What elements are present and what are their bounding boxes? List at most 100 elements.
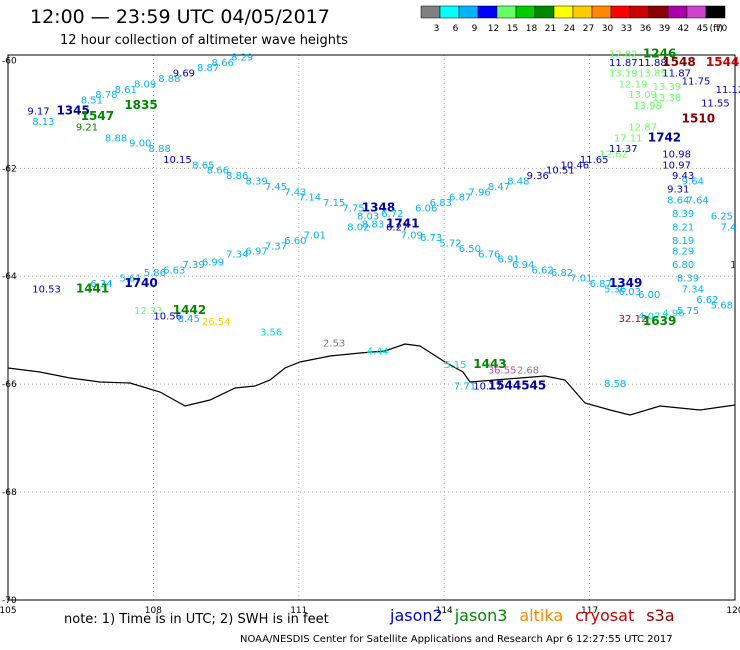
wave-height-value: 10.97 xyxy=(662,160,691,171)
wave-height-value: 3.56 xyxy=(260,328,282,339)
wave-height-value: 9.21 xyxy=(76,123,98,134)
legend-label: 18 xyxy=(526,24,538,34)
wave-height-value: 13.39 xyxy=(653,82,682,93)
wave-height-value: 6.73 xyxy=(420,233,442,244)
wave-height-value: 8.87 xyxy=(197,63,219,74)
wave-height-value: 10.46 xyxy=(561,160,590,171)
lat-tick-label: -62 xyxy=(2,164,17,174)
wave-height-value: 7.01 xyxy=(304,230,326,241)
coastline-path xyxy=(7,343,736,416)
pass-time-label: 1547 xyxy=(81,109,114,123)
wave-height-value: 7.39 xyxy=(182,260,204,271)
legend-label: 24 xyxy=(564,24,576,34)
wave-height-value: 7.96 xyxy=(468,187,490,198)
wave-height-value: 9.36 xyxy=(527,171,549,182)
lon-tick-label: 117 xyxy=(581,606,598,616)
legend-label: 12 xyxy=(488,24,499,34)
wave-height-value: 2.53 xyxy=(323,338,345,349)
map-title: 12:00 — 23:59 UTC 04/05/2017 xyxy=(30,6,330,28)
wave-height-value: 6.97 xyxy=(245,247,267,258)
wave-height-value: 1 xyxy=(730,260,736,271)
legend-label: 3 xyxy=(434,24,440,34)
wave-height-value: 8.86 xyxy=(226,171,248,182)
wave-height-value: 6.06 xyxy=(415,203,437,214)
footer-credit: NOAA/NESDIS Center for Satellite Applica… xyxy=(240,634,673,645)
wave-height-value: 17.11 xyxy=(614,133,643,144)
wave-height-value: 8.09 xyxy=(134,79,156,90)
wave-height-value: 6.87 xyxy=(449,193,471,204)
wave-height-value: 7.43 xyxy=(284,187,306,198)
legend-label: 36 xyxy=(640,24,652,34)
wave-height-value: 8.64 xyxy=(667,195,689,206)
wave-height-value: 7.14 xyxy=(299,193,321,204)
wave-height-value: 36.55 xyxy=(488,365,517,376)
wave-height-value: 7.09 xyxy=(401,230,423,241)
lon-tick-label: 111 xyxy=(290,606,307,616)
wave-height-value: 6.63 xyxy=(163,266,185,277)
lon-tick-label: 120 xyxy=(726,606,740,616)
wave-height-value: 10.98 xyxy=(662,150,691,161)
lat-tick-label: -68 xyxy=(2,488,17,498)
wave-height-value: 8.29 xyxy=(231,52,253,63)
wave-height-value: 12.87 xyxy=(628,123,657,134)
wave-height-value: 6.87 xyxy=(590,279,612,290)
lon-tick-label: 108 xyxy=(145,606,162,616)
wave-height-value: 6.91 xyxy=(498,255,520,266)
wave-height-value: 13.38 xyxy=(653,93,682,104)
wave-height-value: 10.51 xyxy=(546,166,575,177)
wave-height-value: 6.27 xyxy=(386,222,408,233)
wave-height-value: 7.34 xyxy=(682,284,704,295)
wave-height-value: 8.48 xyxy=(507,177,529,188)
legend-label: 70 xyxy=(716,24,728,34)
wave-height-value: 8.51 xyxy=(81,96,103,107)
wave-height-value: 4.44 xyxy=(367,346,389,357)
wave-height-value: 11.75 xyxy=(682,77,711,88)
pass-time-label: 1544545 xyxy=(488,379,546,393)
wave-height-value: 6.00 xyxy=(638,290,660,301)
lat-tick-label: -66 xyxy=(2,380,17,390)
wave-height-value: 6.99 xyxy=(202,257,224,268)
wave-height-value: 5.86 xyxy=(144,268,166,279)
lat-tick-label: -64 xyxy=(2,272,17,282)
legend-label: 15 xyxy=(507,24,518,34)
wave-height-value: 8.03 xyxy=(357,212,379,223)
wave-height-value: 8.66 xyxy=(207,166,229,177)
wave-height-value: 7.34 xyxy=(226,249,248,260)
wave-height-value: 12.62 xyxy=(599,150,628,161)
wave-height-value: 26.54 xyxy=(202,317,231,328)
wave-height-value: 11.88 xyxy=(638,58,667,69)
satellite-altika: altika xyxy=(519,606,564,625)
pass-time-label: 1443 xyxy=(473,357,506,371)
satellite-key: jason2 jason3 altika cryosat s3a xyxy=(390,606,687,625)
legend-label: 27 xyxy=(583,24,594,34)
wave-height-value: 12.82 xyxy=(609,50,638,61)
wave-height-value: 7.71 xyxy=(454,382,476,393)
legend-swatch xyxy=(705,5,726,19)
wave-height-value: 8.02 xyxy=(347,222,369,233)
pass-time-label: 1345 xyxy=(56,103,89,117)
wave-height-value: 8.39 xyxy=(677,274,699,285)
wave-height-value: 6.83 xyxy=(430,198,452,209)
pass-time-label: 1544 xyxy=(706,55,739,69)
wave-height-value: 8.83 xyxy=(362,220,384,231)
pass-time-label: 1441 xyxy=(76,281,109,295)
map-border xyxy=(7,54,736,601)
wave-height-value: 8.19 xyxy=(672,236,694,247)
wave-height-value: 10.53 xyxy=(32,284,61,295)
wave-height-value: 8.88 xyxy=(158,74,180,85)
wave-height-value: 6.50 xyxy=(459,244,481,255)
wave-height-value: 13.19 xyxy=(609,69,638,80)
wave-height-value: 9.43 xyxy=(672,171,694,182)
wave-height-value: 8.58 xyxy=(604,379,626,390)
lon-tick-label: 105 xyxy=(0,606,17,616)
wave-height-value: 2.68 xyxy=(517,365,539,376)
lat-tick-label: -60 xyxy=(2,56,17,66)
satellite-cryosat: cryosat xyxy=(575,606,635,625)
wave-height-value: 7.4 xyxy=(720,222,736,233)
legend-label: 33 xyxy=(621,24,632,34)
wave-height-value: 8.47 xyxy=(488,182,510,193)
wave-height-value: 7.45 xyxy=(265,182,287,193)
wave-height-value: 6.62 xyxy=(531,266,553,277)
wave-height-value: 8.78 xyxy=(95,90,117,101)
footer-note: note: 1) Time is in UTC; 2) SWH is in fe… xyxy=(64,612,329,627)
